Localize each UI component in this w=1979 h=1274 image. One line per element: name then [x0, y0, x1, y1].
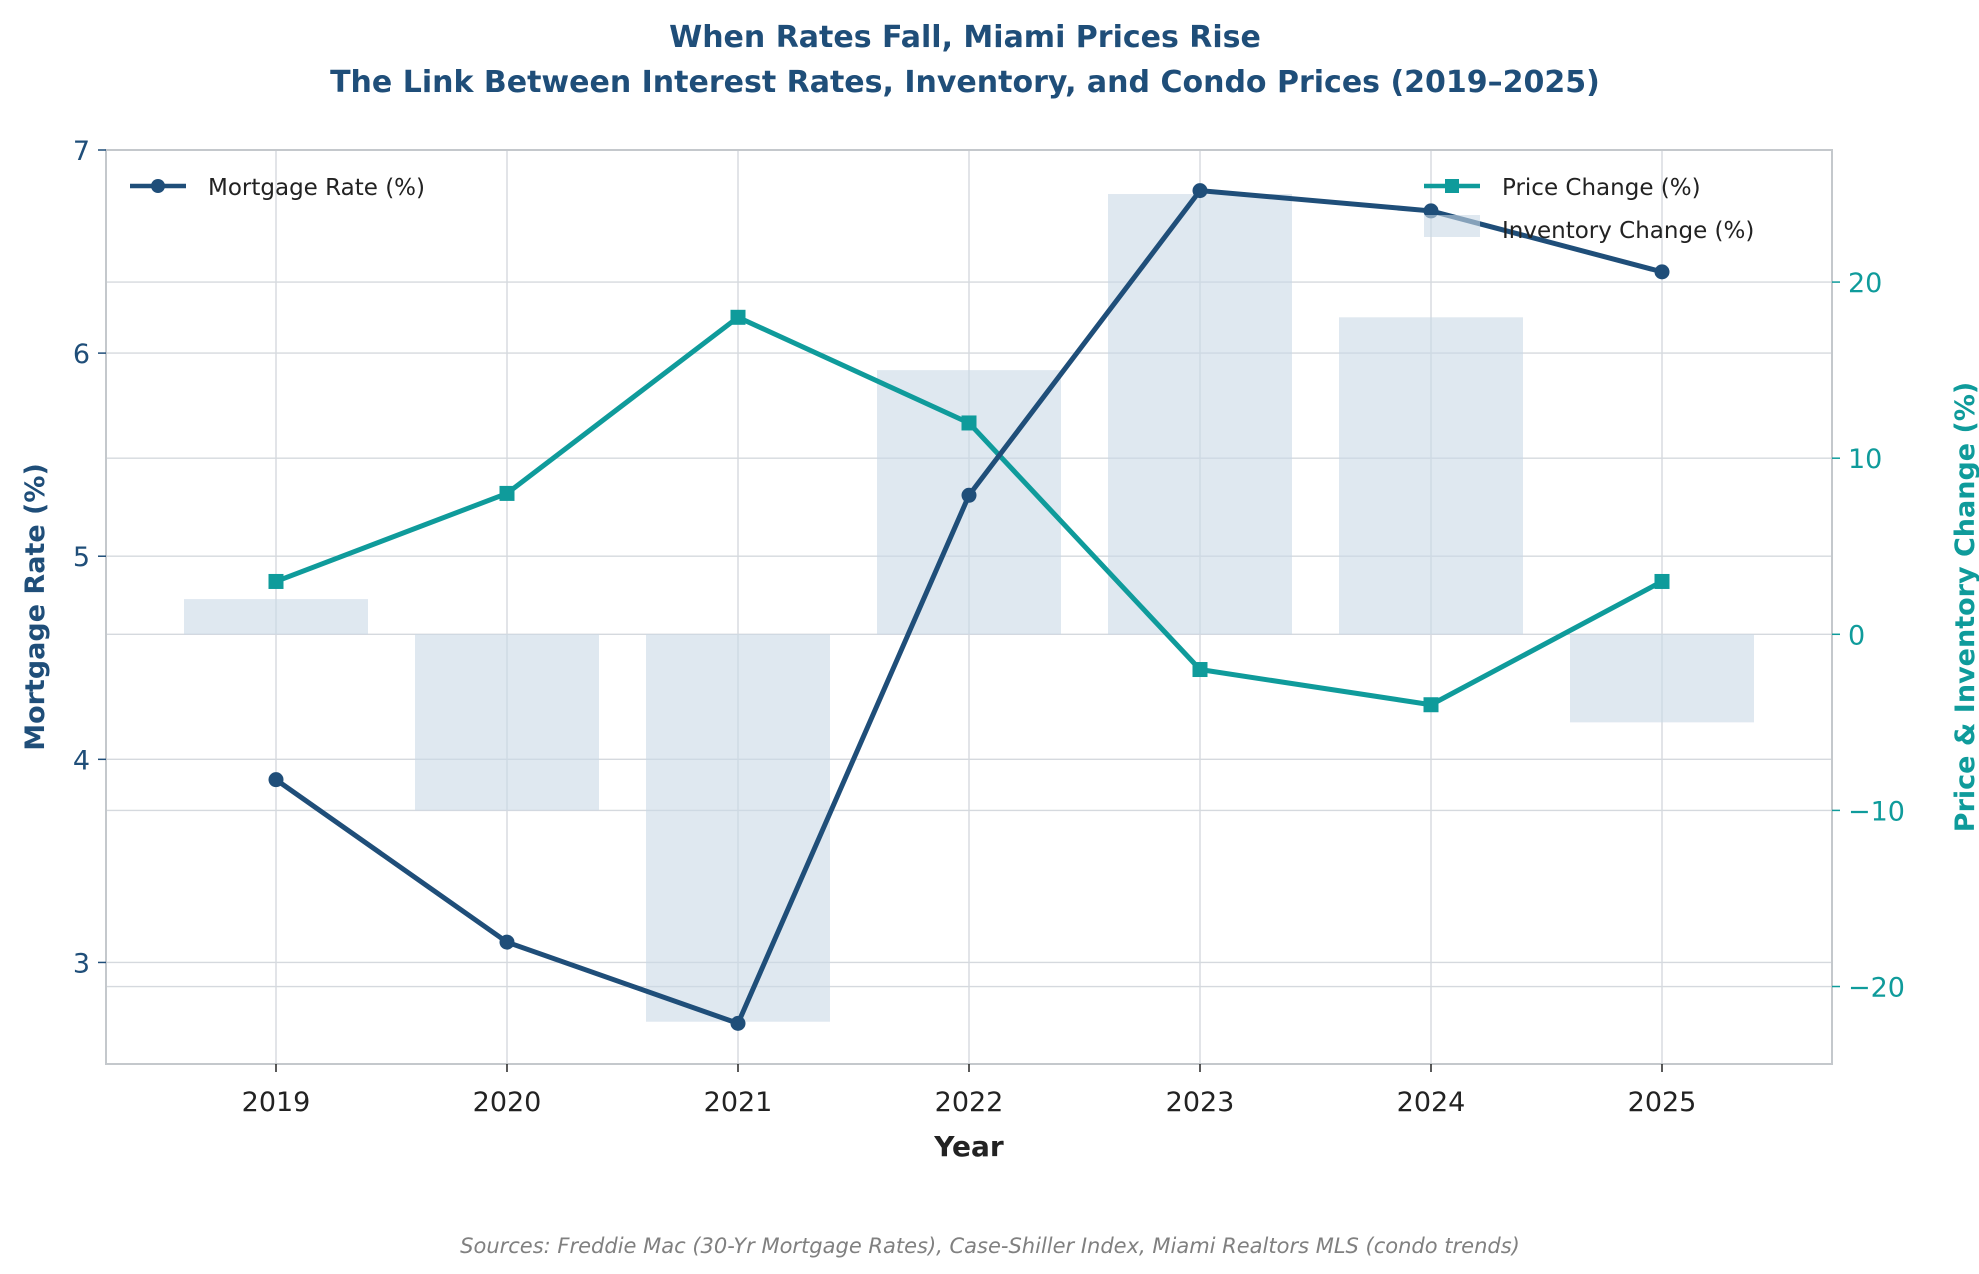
y-right-tick-label: −10 [1848, 796, 1905, 827]
rate-point-2019 [268, 772, 284, 788]
rate-point-2024 [1423, 203, 1439, 219]
inventory-bar-2025 [1570, 634, 1754, 723]
y-left-tick-label: 6 [73, 339, 90, 370]
price-point-2020 [499, 485, 515, 501]
legend-price-marker [1445, 179, 1459, 193]
chart-title: When Rates Fall, Miami Prices Rise [669, 20, 1261, 55]
legend-right: Price Change (%) Inventory Change (%) [1424, 175, 1754, 244]
y-right-tick-label: −20 [1848, 973, 1905, 1004]
legend-inventory-swatch [1424, 215, 1480, 237]
price-change-series [268, 309, 1670, 713]
x-tick-label: 2020 [473, 1087, 542, 1118]
inventory-bar-2021 [646, 634, 830, 1022]
source-note: Sources: Freddie Mac (30-Yr Mortgage Rat… [460, 1234, 1520, 1258]
y-axis-left-label: Mortgage Rate (%) [20, 463, 51, 751]
inventory-bar-2019 [184, 599, 368, 635]
price-point-2024 [1423, 697, 1439, 713]
axis-ticks: 2019 2020 2021 2022 2023 2024 2025 3 4 5 6 7 −20 −10 0… [73, 136, 1905, 1118]
legend-mortgage-label: Mortgage Rate (%) [208, 175, 425, 201]
y-right-tick-label: 20 [1848, 268, 1882, 299]
rate-point-2020 [499, 934, 515, 950]
rate-point-2025 [1654, 264, 1670, 280]
x-tick-label: 2022 [935, 1087, 1004, 1118]
y-right-tick-label: 0 [1848, 620, 1865, 651]
x-axis-label: Year [933, 1130, 1004, 1163]
price-point-2023 [1192, 662, 1208, 678]
x-tick-label: 2023 [1166, 1087, 1235, 1118]
price-point-2021 [730, 309, 746, 325]
inventory-bar-2023 [1108, 194, 1292, 635]
inventory-bars [184, 194, 1754, 1022]
legend-inventory-label: Inventory Change (%) [1502, 218, 1754, 244]
x-tick-label: 2024 [1397, 1087, 1466, 1118]
y-left-tick-label: 3 [73, 948, 90, 979]
x-tick-label: 2021 [704, 1087, 773, 1118]
chart-subtitle: The Link Between Interest Rates, Invento… [330, 65, 1600, 100]
legend-left: Mortgage Rate (%) [130, 175, 425, 201]
y-left-tick-label: 4 [73, 745, 90, 776]
mortgage-rate-series [268, 183, 1670, 1031]
legend-mortgage-marker [151, 179, 165, 193]
price-point-2019 [268, 573, 284, 589]
rate-point-2022 [961, 487, 977, 503]
y-right-tick-label: 10 [1848, 444, 1882, 475]
inventory-bar-2024 [1339, 317, 1523, 635]
price-point-2025 [1654, 573, 1670, 589]
y-left-tick-label: 5 [73, 542, 90, 573]
price-point-2022 [961, 415, 977, 431]
rate-point-2023 [1192, 183, 1208, 199]
x-tick-label: 2025 [1628, 1087, 1697, 1118]
y-axis-right-label: Price & Inventory Change (%) [1950, 382, 1979, 832]
rate-point-2021 [730, 1015, 746, 1031]
inventory-bar-2020 [415, 634, 599, 811]
legend-price-label: Price Change (%) [1502, 175, 1701, 201]
x-tick-label: 2019 [242, 1087, 311, 1118]
y-left-tick-label: 7 [73, 136, 90, 167]
